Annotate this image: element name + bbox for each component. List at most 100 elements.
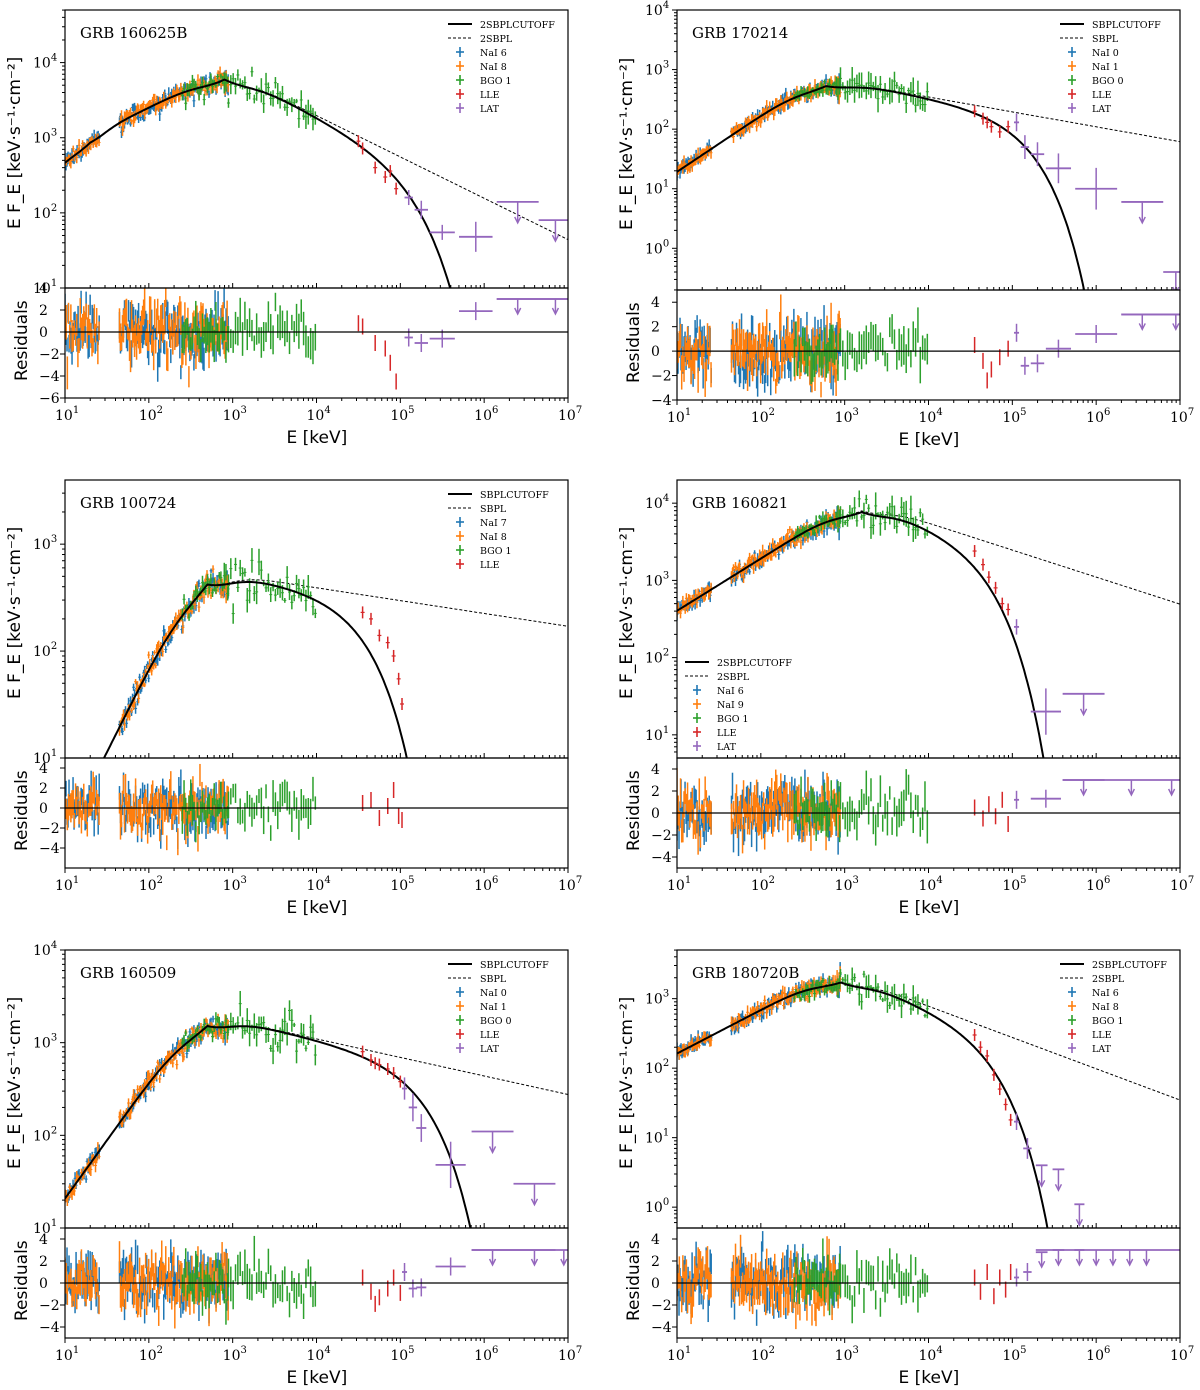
x-tick-label: 105 [390, 875, 414, 894]
x-tick-label: 101 [667, 875, 691, 894]
y-axis-label: E F_E [keV·s⁻¹·cm⁻²] [5, 527, 25, 699]
chart-title: GRB 170214 [692, 24, 788, 42]
x-tick-label: 103 [835, 407, 859, 426]
legend-label: LLE [480, 90, 500, 101]
lat-arrow [1172, 286, 1180, 290]
residual-area [677, 294, 1180, 398]
res-tick-label: 4 [651, 295, 660, 311]
y-tick-label: 102 [645, 119, 669, 138]
residual-area [65, 288, 568, 390]
y-tick-label: 103 [33, 534, 57, 553]
res-tick-label: 4 [39, 761, 48, 777]
lat-residual-arrow [514, 307, 522, 316]
lat-arrow [1138, 216, 1146, 225]
x-axis-label: E [keV] [287, 428, 348, 448]
x-tick-label: 103 [223, 405, 247, 424]
x-tick-label: 104 [307, 405, 331, 424]
legend-label: LLE [480, 560, 500, 571]
res-tick-label: −4 [39, 841, 60, 857]
res-tick-label: −2 [39, 821, 60, 837]
legend-label: NaI 1 [1092, 62, 1119, 73]
res-tick-label: 4 [39, 281, 48, 297]
legend-label: LAT [480, 104, 500, 115]
spectrum-area [677, 490, 1180, 758]
residual-axis-label: Residuals [12, 300, 32, 381]
x-tick-label: 101 [667, 407, 691, 426]
y-tick-label: 102 [33, 203, 57, 222]
y-tick-label: 100 [645, 238, 669, 257]
res-tick-label: −2 [651, 369, 672, 385]
res-tick-label: 0 [651, 344, 660, 360]
x-tick-label: 104 [919, 407, 943, 426]
legend-label: NaI 7 [480, 518, 507, 529]
residual-area [65, 763, 403, 856]
x-axis-label: E [keV] [287, 898, 348, 918]
res-tick-label: 2 [39, 781, 48, 797]
legend-label: BGO 0 [1092, 76, 1124, 87]
y-tick-label: 101 [645, 179, 669, 198]
x-tick-label: 106 [474, 875, 498, 894]
x-tick-label: 107 [558, 875, 582, 894]
chart-panel-2: 101 102 103 104 105 106 107 E [keV] 100 101 102 103… [617, 0, 1194, 450]
lat-arrow [514, 216, 522, 225]
x-tick-label: 102 [751, 407, 775, 426]
x-tick-label: 106 [474, 405, 498, 424]
residual-area [677, 767, 1180, 857]
spectrum-area [102, 548, 568, 758]
legend-label: 2SBPL [480, 34, 513, 45]
lat-arrow [1079, 708, 1088, 717]
x-tick-label: 102 [751, 875, 775, 894]
legend-label: LAT [1092, 104, 1112, 115]
legend-label: LLE [1092, 90, 1112, 101]
res-tick-label: −2 [39, 347, 60, 363]
legend: 2SBPLCUTOFF 2SBPL NaI 6 NaI 8 BGO 1 LLE LAT [448, 20, 555, 115]
lat-residual-arrow [551, 307, 560, 316]
res-tick-label: 0 [39, 801, 48, 817]
lat-residual-arrow [1079, 788, 1088, 797]
legend-label: NaI 8 [480, 62, 507, 73]
chart-title: GRB 100724 [80, 494, 176, 512]
legend-label: 2SBPLCUTOFF [480, 20, 555, 31]
model-cutoff-curve [677, 511, 1045, 758]
legend-label: BGO 1 [480, 76, 512, 87]
legend: SBPLCUTOFF SBPL NaI 0 NaI 1 BGO 0 LLE LAT [1060, 20, 1161, 115]
res-tick-label: −4 [39, 369, 60, 385]
res-tick-label: −6 [39, 391, 60, 407]
y-tick-label: 103 [645, 60, 669, 79]
x-tick-label: 105 [1002, 407, 1026, 426]
y-axis-label: E F_E [keV·s⁻¹·cm⁻²] [5, 57, 25, 229]
x-tick-label: 101 [55, 405, 79, 424]
spectrum-frame [676, 479, 1181, 759]
x-tick-label: 103 [835, 875, 859, 894]
x-tick-label: 105 [390, 405, 414, 424]
legend-label: SBPL [1092, 34, 1119, 45]
x-tick-label: 107 [558, 405, 582, 424]
y-tick-label: 103 [33, 128, 57, 147]
res-tick-label: 0 [39, 325, 48, 341]
lat-residual-arrow [1172, 323, 1180, 332]
x-tick-label: 107 [1170, 407, 1194, 426]
legend-label: NaI 6 [480, 48, 507, 59]
model-cutoff-curve [677, 85, 1086, 290]
lat-residual-arrow [1167, 788, 1176, 797]
x-axis-label: E [keV] [899, 430, 960, 450]
residual-axis-label: Residuals [624, 302, 644, 383]
res-tick-label: 2 [651, 320, 660, 336]
legend-label: NaI 0 [1092, 48, 1119, 59]
spectrum-area [65, 66, 568, 288]
y-tick-label: 102 [33, 641, 57, 660]
lat-arrow [551, 234, 560, 243]
spectrum-area [677, 67, 1180, 290]
res-tick-label: 2 [39, 303, 48, 319]
x-tick-label: 101 [55, 875, 79, 894]
res-tick-label: −4 [651, 393, 672, 409]
lat-residual-arrow [1138, 323, 1146, 332]
legend-label: NaI 8 [480, 532, 507, 543]
model-no-cutoff-curve [677, 510, 1180, 612]
legend: SBPLCUTOFF SBPL NaI 7 NaI 8 BGO 1 LLE [448, 490, 549, 571]
x-tick-label: 104 [307, 875, 331, 894]
